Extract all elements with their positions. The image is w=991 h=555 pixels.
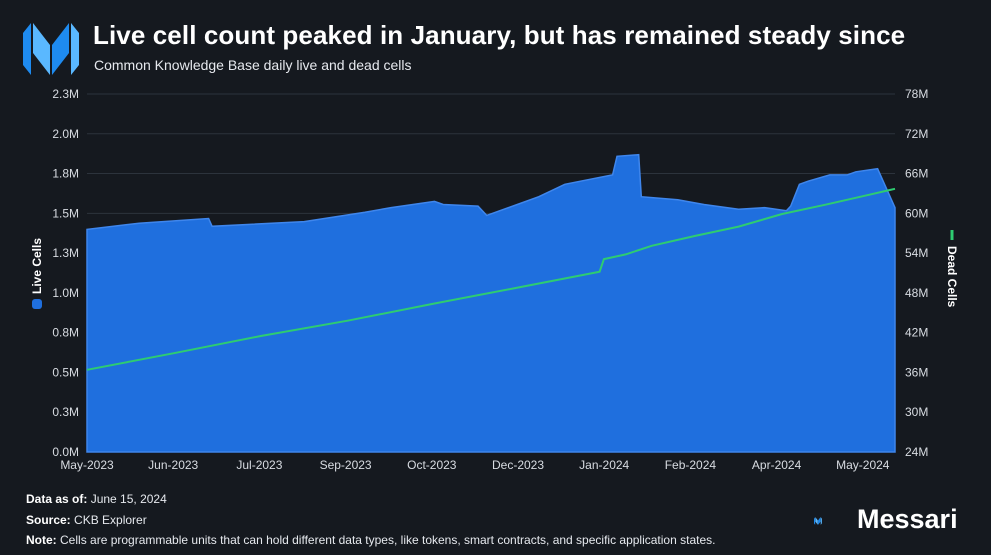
right-tick-label: 36M <box>905 365 928 379</box>
right-tick-label: 54M <box>905 246 928 260</box>
left-tick-label: 1.0M <box>52 286 79 300</box>
left-tick-label: 0.0M <box>52 445 79 459</box>
messari-brand-icon <box>814 517 822 525</box>
right-tick-label: 24M <box>905 445 928 459</box>
right-tick-label: 30M <box>905 405 928 419</box>
right-axis-label: Dead Cells <box>945 246 959 308</box>
chart-title: Live cell count peaked in January, but h… <box>93 20 906 50</box>
right-tick-label: 60M <box>905 206 928 220</box>
left-tick-label: 0.8M <box>52 326 79 340</box>
messari-wordmark: Messari <box>857 504 958 534</box>
x-tick-label: Jan-2024 <box>579 458 629 472</box>
right-axis-legend: Dead Cells <box>945 230 959 308</box>
series-dead-cells-line <box>86 187 896 371</box>
x-tick-label: May-2024 <box>836 458 890 472</box>
right-tick-label: 78M <box>905 87 928 101</box>
right-tick-label: 66M <box>905 167 928 181</box>
x-tick-label: Dec-2023 <box>492 458 544 472</box>
left-tick-label: 0.5M <box>52 365 79 379</box>
x-tick-label: Oct-2023 <box>407 458 457 472</box>
left-axis-legend: Live Cells <box>30 238 44 309</box>
right-tick-label: 72M <box>905 127 928 141</box>
x-tick-label: Apr-2024 <box>752 458 802 472</box>
x-tick-label: May-2023 <box>60 458 114 472</box>
left-tick-label: 2.0M <box>52 127 79 141</box>
chart-subtitle: Common Knowledge Base daily live and dea… <box>94 57 412 73</box>
left-tick-label: 1.5M <box>52 206 79 220</box>
x-tick-label: Jul-2023 <box>236 458 282 472</box>
footer-source: Source: CKB Explorer <box>26 513 147 527</box>
left-tick-label: 1.8M <box>52 167 79 181</box>
left-tick-label: 0.3M <box>52 405 79 419</box>
series-live-cells-area <box>86 153 896 453</box>
footer-note: Note: Cells are programmable units that … <box>26 533 716 547</box>
x-tick-label: Sep-2023 <box>320 458 372 472</box>
chart-area: 0.0M 24M 0.3M 30M 0.5M 36M 0.8M 42M 1.0M 48M 1.3M 5… <box>30 87 959 472</box>
left-axis-label: Live Cells <box>30 238 44 294</box>
right-tick-label: 48M <box>905 286 928 300</box>
footer-data-as-of: Data as of: June 15, 2024 <box>26 492 167 506</box>
left-tick-label: 1.3M <box>52 246 79 260</box>
left-tick-label: 2.3M <box>52 87 79 101</box>
live-cells-legend-swatch <box>32 299 42 309</box>
x-tick-label: Feb-2024 <box>665 458 717 472</box>
x-tick-label: Jun-2023 <box>148 458 198 472</box>
messari-logo-icon <box>23 23 79 75</box>
right-tick-label: 42M <box>905 326 928 340</box>
